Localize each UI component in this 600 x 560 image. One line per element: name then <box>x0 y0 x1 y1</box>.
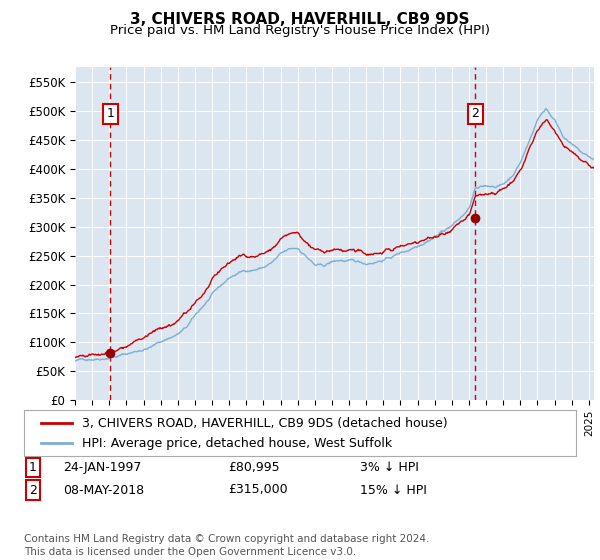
Legend: 3, CHIVERS ROAD, HAVERHILL, CB9 9DS (detached house), HPI: Average price, detach: 3, CHIVERS ROAD, HAVERHILL, CB9 9DS (det… <box>36 412 452 455</box>
Text: 08-MAY-2018: 08-MAY-2018 <box>63 483 144 497</box>
Text: Price paid vs. HM Land Registry's House Price Index (HPI): Price paid vs. HM Land Registry's House … <box>110 24 490 36</box>
Text: 1: 1 <box>29 461 37 474</box>
Text: 24-JAN-1997: 24-JAN-1997 <box>63 461 142 474</box>
Text: Contains HM Land Registry data © Crown copyright and database right 2024.
This d: Contains HM Land Registry data © Crown c… <box>24 534 430 557</box>
Text: 2: 2 <box>29 483 37 497</box>
Text: 3, CHIVERS ROAD, HAVERHILL, CB9 9DS: 3, CHIVERS ROAD, HAVERHILL, CB9 9DS <box>130 12 470 27</box>
Text: 15% ↓ HPI: 15% ↓ HPI <box>360 483 427 497</box>
Text: 1: 1 <box>107 107 115 120</box>
Text: £80,995: £80,995 <box>228 461 280 474</box>
Text: 3% ↓ HPI: 3% ↓ HPI <box>360 461 419 474</box>
Text: 2: 2 <box>472 107 479 120</box>
Text: £315,000: £315,000 <box>228 483 287 497</box>
